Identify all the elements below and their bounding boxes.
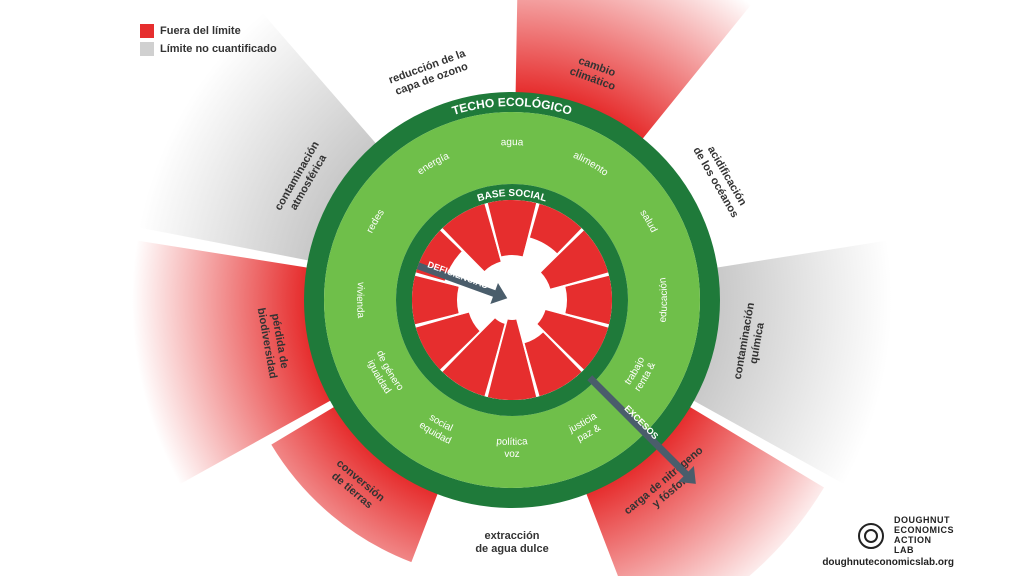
- legend-item: Límite no cuantificado: [140, 42, 277, 56]
- svg-text:extracción: extracción: [484, 530, 539, 542]
- brand-line: DOUGHNUT: [894, 515, 950, 525]
- brand-url: doughnuteconomicslab.org: [822, 557, 954, 568]
- ring-label: educación: [657, 277, 670, 323]
- social-shortfall-layer: [412, 200, 612, 400]
- ring-label: política: [496, 436, 529, 448]
- brand-line: ACTION: [894, 535, 932, 545]
- ecological-label: extracciónde agua dulce: [475, 530, 548, 555]
- legend-item: Fuera del límite: [140, 24, 277, 38]
- ecological-label: reducción de lacapa de ozono: [387, 47, 472, 98]
- legend: Fuera del límite Límite no cuantificado: [140, 24, 277, 60]
- ecological-label: acidificaciónde los océanos: [690, 139, 751, 220]
- legend-swatch-grey: [140, 42, 154, 56]
- brand-logo: DOUGHNUT ECONOMICS ACTION LAB: [857, 516, 954, 556]
- legend-swatch-red: [140, 24, 154, 38]
- legend-label: Límite no cuantificado: [160, 43, 277, 55]
- ring-label: vivienda: [354, 281, 366, 319]
- brand-line: LAB: [894, 545, 914, 555]
- brand-line: ECONOMICS: [894, 525, 954, 535]
- legend-label: Fuera del límite: [160, 25, 241, 37]
- svg-text:de agua dulce: de agua dulce: [475, 543, 548, 555]
- ring-label: agua: [500, 137, 524, 148]
- doughnut-diagram: TECHO ECOLÓGICOBASE SOCIALaguaalimentosa…: [0, 0, 1024, 576]
- ring-label: voz: [504, 449, 520, 460]
